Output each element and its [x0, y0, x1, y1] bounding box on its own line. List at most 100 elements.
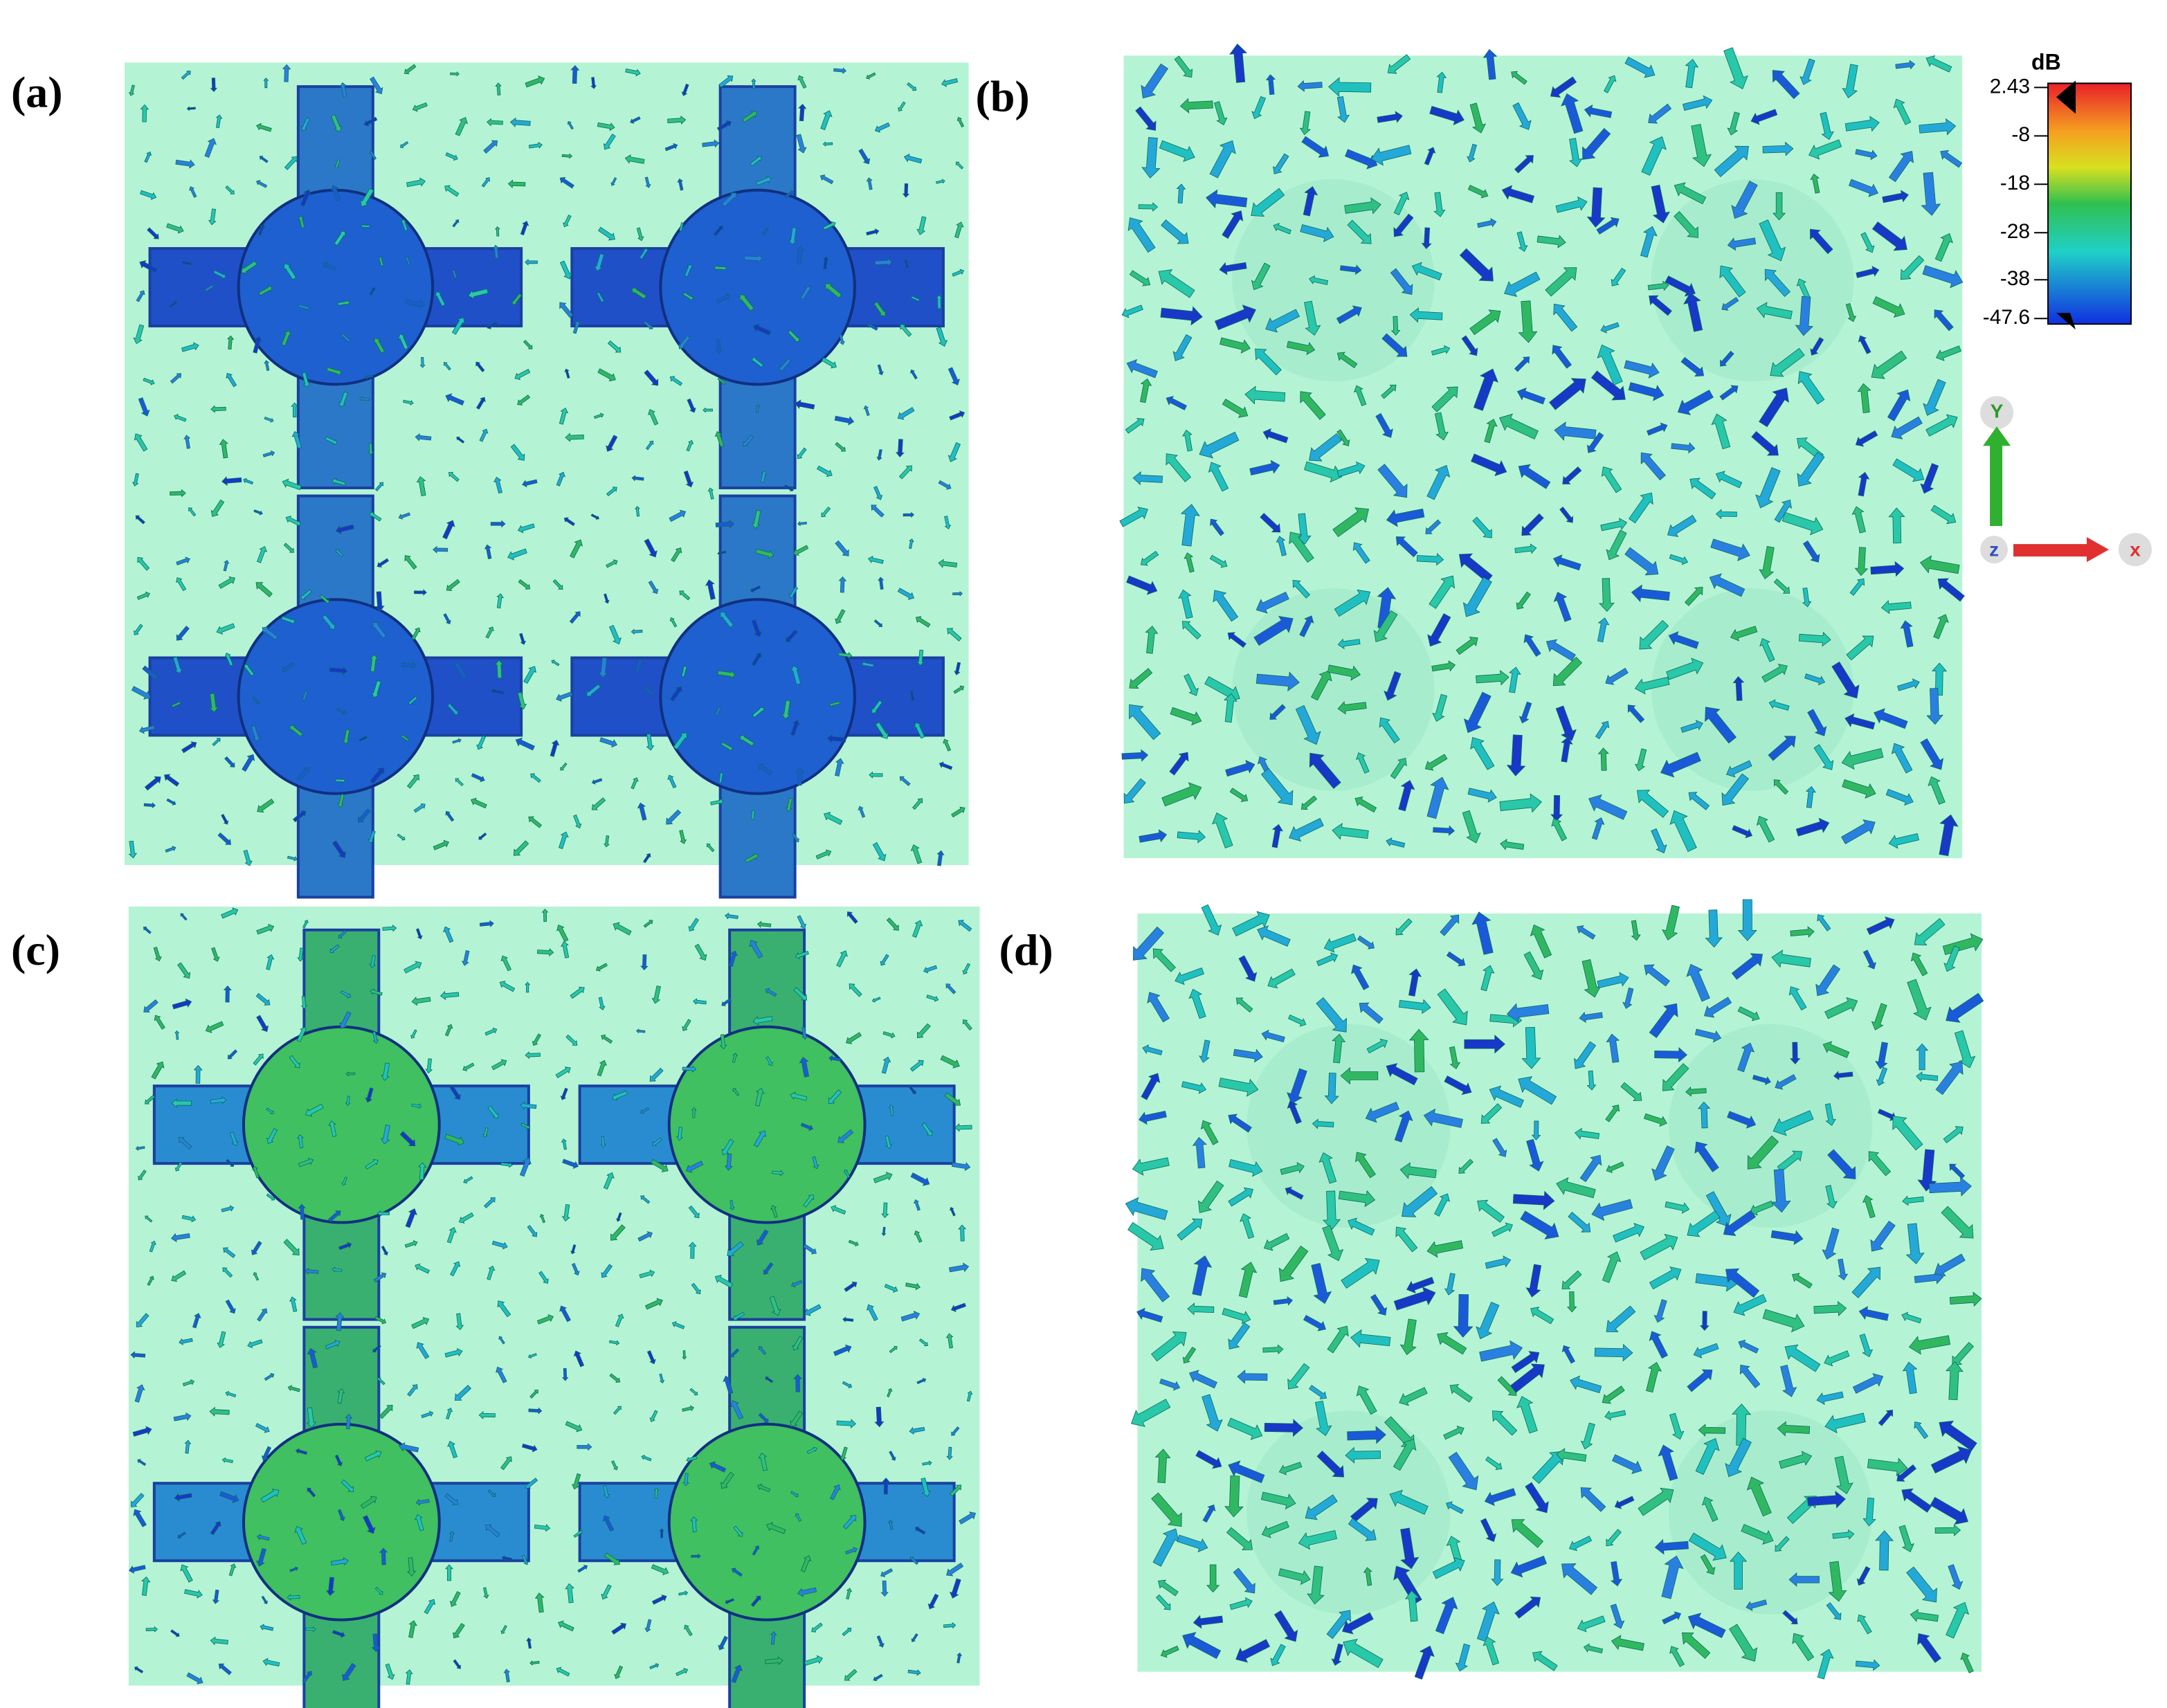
field-arrow	[539, 1213, 546, 1224]
field-arrow	[1768, 736, 1796, 761]
field-arrow	[1299, 111, 1312, 136]
field-arrow	[1312, 1118, 1334, 1129]
field-arrow	[783, 484, 794, 492]
field-arrow	[1923, 379, 1946, 416]
field-arrow	[1400, 1527, 1420, 1570]
field-arrow	[1463, 691, 1491, 734]
field-arrow	[936, 179, 945, 184]
field-arrow	[253, 336, 262, 354]
field-arrow	[1725, 1268, 1760, 1298]
field-arrow	[749, 939, 763, 959]
field-arrow	[1729, 1624, 1758, 1662]
field-arrow	[1386, 508, 1425, 527]
field-arrow	[132, 473, 139, 487]
field-arrow	[1235, 997, 1253, 1013]
field-arrow	[909, 538, 914, 549]
field-arrow	[912, 920, 923, 938]
field-arrow	[941, 78, 959, 87]
field-arrow	[1429, 106, 1465, 126]
field-arrow	[171, 1098, 192, 1109]
field-arrow	[130, 1493, 145, 1507]
field-arrow	[400, 734, 409, 741]
field-arrow	[1888, 150, 1914, 183]
field-arrow	[1354, 796, 1377, 813]
field-arrow	[1719, 265, 1746, 298]
field-arrow	[494, 226, 500, 237]
field-arrow	[1444, 1273, 1456, 1296]
field-arrow	[844, 1281, 858, 1292]
field-arrow	[397, 333, 409, 350]
field-arrow	[639, 1269, 655, 1279]
field-arrow	[1208, 462, 1229, 492]
field-arrow	[1414, 1645, 1435, 1680]
field-arrow	[880, 1580, 889, 1597]
underflow-marker	[2056, 313, 2076, 330]
field-arrow	[256, 122, 272, 132]
field-arrow	[1726, 760, 1752, 778]
field-arrow	[1606, 1305, 1636, 1332]
field-arrow	[452, 269, 457, 279]
field-arrow	[138, 1170, 147, 1181]
field-arrow	[264, 1373, 275, 1381]
field-arrow	[721, 192, 737, 207]
field-arrow	[1747, 1135, 1779, 1170]
field-arrow	[493, 476, 502, 494]
field-arrow	[1461, 335, 1478, 356]
field-arrow	[844, 1669, 858, 1681]
field-arrow	[590, 514, 600, 520]
field-arrow	[715, 707, 721, 716]
field-arrow	[1532, 1651, 1558, 1671]
field-arrow	[604, 593, 610, 604]
field-arrow	[1561, 1345, 1575, 1364]
field-arrow	[1897, 678, 1920, 691]
field-arrow	[755, 548, 774, 559]
field-arrow	[861, 660, 874, 668]
field-arrow	[903, 259, 909, 269]
field-arrow	[769, 1296, 781, 1316]
field-arrow	[1849, 578, 1865, 596]
field-arrow	[947, 628, 962, 642]
field-arrow	[1357, 935, 1375, 950]
field-arrow	[221, 1205, 235, 1212]
field-arrow	[500, 1625, 507, 1635]
field-arrow	[1228, 1322, 1251, 1350]
field-arrow	[1639, 619, 1669, 650]
field-arrow	[192, 1313, 201, 1329]
patch-body	[237, 598, 435, 795]
field-arrow	[1467, 185, 1489, 199]
field-arrow	[511, 293, 523, 305]
field-arrow	[1399, 1162, 1437, 1179]
field-arrow	[1178, 589, 1193, 619]
field-arrow	[373, 1272, 387, 1283]
field-arrow	[594, 253, 605, 272]
field-arrow	[448, 1530, 455, 1542]
field-arrow	[1925, 414, 1958, 437]
colorbar-scale	[2047, 82, 2132, 325]
field-arrow	[221, 1457, 233, 1464]
field-arrow	[1353, 385, 1367, 406]
field-arrow	[283, 263, 297, 280]
field-arrow	[1222, 1307, 1251, 1325]
colorbar-unit: dB	[2031, 49, 2061, 74]
field-arrow	[1784, 1344, 1821, 1372]
field-arrow	[873, 1171, 893, 1183]
field-arrow	[743, 435, 754, 447]
field-arrow	[300, 189, 311, 207]
field-arrow	[374, 482, 383, 491]
field-arrow	[962, 963, 971, 975]
field-arrow	[1857, 383, 1871, 413]
field-arrow	[671, 547, 682, 563]
field-arrow	[720, 611, 734, 628]
field-arrow	[1815, 964, 1841, 997]
field-arrow	[1169, 752, 1189, 776]
field-arrow	[887, 1388, 893, 1397]
patch-body	[659, 598, 856, 795]
field-arrow	[1301, 136, 1330, 158]
field-arrow	[1324, 1072, 1339, 1105]
field-arrow	[1671, 442, 1696, 454]
field-arrow	[1285, 1186, 1304, 1200]
field-arrow	[1551, 818, 1568, 842]
field-arrow	[652, 1137, 662, 1146]
field-arrow	[528, 141, 543, 149]
field-arrow	[1729, 1552, 1748, 1590]
